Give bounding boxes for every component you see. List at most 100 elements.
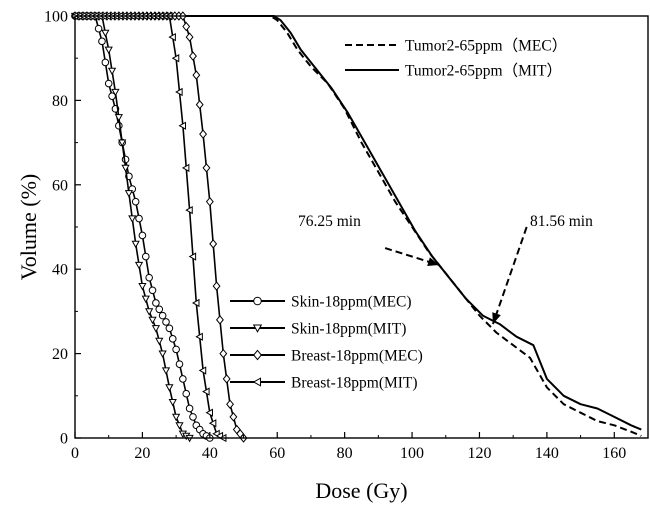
triangle-down-marker <box>171 413 181 422</box>
triangle-down-marker <box>148 316 157 325</box>
circle-marker <box>155 305 164 314</box>
legend-tumor: Tumor2-65ppm（MEC） Tumor2-65ppm（MIT） <box>345 38 567 80</box>
diamond-marker <box>212 281 221 291</box>
y-axis: 0 20 40 60 80 100 <box>44 9 81 448</box>
triangle-down-marker <box>151 325 161 333</box>
diamond-marker <box>205 196 214 207</box>
circle-marker <box>138 231 147 240</box>
circle-marker <box>162 318 170 326</box>
triangle-left-marker <box>195 332 203 341</box>
x-tick-label: 140 <box>535 445 559 462</box>
annotations: 76.25 min 81.56 min <box>298 213 593 325</box>
triangle-left-marker <box>208 419 217 428</box>
diamond-marker <box>182 21 191 32</box>
x-axis-label: Dose (Gy) <box>315 478 407 503</box>
diamond-marker <box>202 163 211 173</box>
diamond-marker <box>189 51 197 61</box>
triangle-down-marker <box>107 67 117 76</box>
triangle-left-marker <box>205 408 213 417</box>
plot-lines <box>70 11 642 443</box>
triangle-left-marker <box>252 377 262 387</box>
diamond-marker <box>219 348 228 359</box>
x-tick-label: 120 <box>467 445 491 462</box>
triangle-left-marker <box>168 32 176 42</box>
triangle-down-marker <box>252 324 263 333</box>
diamond-marker <box>215 315 224 325</box>
circle-marker <box>158 311 167 320</box>
diamond-marker <box>185 32 194 42</box>
x-tick-label: 100 <box>400 445 424 462</box>
annotation-arrowhead <box>492 312 501 325</box>
circle-marker <box>182 389 191 398</box>
triangle-down-marker <box>131 240 140 249</box>
triangle-down-marker <box>118 139 127 147</box>
x-tick-label: 0 <box>71 445 79 462</box>
diamond-marker <box>226 399 234 409</box>
series-line <box>75 15 642 431</box>
circle-marker <box>94 24 103 33</box>
y-tick-label: 100 <box>44 9 68 26</box>
triangle-left-marker <box>178 121 186 130</box>
triangle-left-marker <box>175 87 183 97</box>
x-tick-label: 60 <box>269 445 285 462</box>
triangle-left-marker <box>185 205 193 215</box>
circle-marker <box>98 37 106 46</box>
annotation-arrow <box>492 226 528 325</box>
legend-label: Skin-18ppm(MEC) <box>291 294 412 311</box>
annotation-arrowhead <box>427 257 440 266</box>
triangle-down-marker <box>114 114 123 122</box>
circle-marker <box>185 404 194 413</box>
circle-marker <box>121 155 130 164</box>
triangle-left-marker <box>198 366 207 375</box>
triangle-left-marker <box>171 54 180 63</box>
circle-marker <box>131 197 140 206</box>
triangle-down-marker <box>128 215 137 223</box>
x-tick-label: 20 <box>134 445 150 462</box>
triangle-left-marker <box>192 298 200 308</box>
triangle-down-marker <box>168 398 177 407</box>
circle-marker <box>168 335 177 343</box>
circle-marker <box>152 299 160 307</box>
x-tick-label: 160 <box>602 445 626 462</box>
series-1 <box>75 15 642 431</box>
diamond-marker <box>199 129 208 139</box>
legend-label: Skin-18ppm(MIT) <box>291 321 406 338</box>
diamond-marker <box>195 99 204 110</box>
y-tick-label: 0 <box>60 431 68 448</box>
circle-marker <box>101 58 110 67</box>
triangle-down-marker <box>134 261 144 270</box>
circle-marker <box>145 273 153 282</box>
annotation-label: 76.25 min <box>298 213 361 230</box>
y-tick-label: 80 <box>52 93 68 110</box>
triangle-down-marker <box>158 350 167 358</box>
triangle-down-marker <box>141 295 150 304</box>
circle-marker <box>179 375 187 383</box>
circle-marker <box>189 413 197 421</box>
legend-organs: Skin-18ppm(MEC) Skin-18ppm(MIT) Breast-18p… <box>230 294 423 392</box>
legend-label: Breast-18ppm(MIT) <box>291 375 418 392</box>
y-tick-label: 20 <box>52 346 68 363</box>
diamond-marker <box>222 374 231 384</box>
legend-label: Breast-18ppm(MEC) <box>291 348 423 365</box>
triangle-down-marker <box>155 337 164 346</box>
triangle-down-marker <box>165 384 174 392</box>
x-axis: 0 20 40 60 80 100 120 140 160 <box>71 432 626 462</box>
x-tick-label: 80 <box>337 445 353 462</box>
circle-marker <box>141 252 150 261</box>
legend-label: Tumor2-65ppm（MEC） <box>405 38 567 55</box>
y-tick-label: 40 <box>52 262 68 279</box>
circle-marker <box>104 79 113 88</box>
diamond-marker <box>192 70 201 80</box>
circle-marker <box>165 324 174 333</box>
triangle-down-marker <box>104 46 113 55</box>
circle-marker <box>172 345 180 354</box>
diamond-marker <box>209 239 218 249</box>
diamond-marker <box>229 412 238 422</box>
circle-marker <box>253 296 262 306</box>
circle-marker <box>175 360 184 368</box>
triangle-down-marker <box>161 367 171 375</box>
triangle-down-marker <box>138 282 147 291</box>
triangle-left-marker <box>181 163 190 173</box>
circle-marker <box>135 214 143 223</box>
